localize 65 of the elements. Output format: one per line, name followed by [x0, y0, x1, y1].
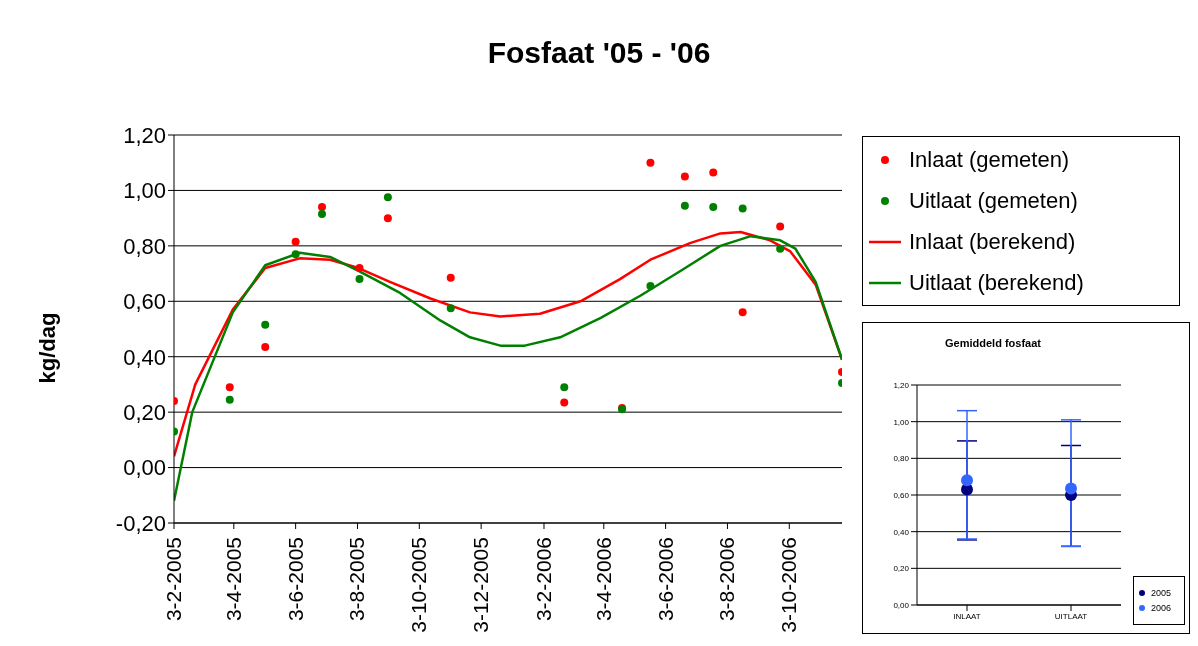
point	[355, 264, 364, 273]
point	[383, 214, 392, 223]
x-tick-label: 3-4-2006	[591, 537, 615, 622]
x-tick-label: 3-12-2005	[469, 537, 493, 633]
point	[776, 244, 785, 253]
x-tick-label: 3-10-2006	[777, 537, 801, 633]
x-tick-label: 3-4-2005	[221, 537, 245, 622]
point	[776, 222, 785, 231]
x-tick-label: 3-8-2005	[345, 537, 369, 622]
x-tick-label: INLAAT	[953, 611, 981, 621]
y-tick-label: 1,00	[123, 178, 166, 204]
legend-label: Inlaat (gemeten)	[909, 146, 1070, 173]
point	[446, 304, 455, 313]
point	[738, 308, 747, 317]
x-tick-label: UITLAAT	[1054, 611, 1088, 621]
y-tick-label: 1,20	[893, 380, 910, 390]
point	[560, 383, 569, 392]
y-tick-label: 0,80	[123, 233, 166, 259]
point	[383, 193, 392, 202]
point	[317, 203, 326, 212]
point	[738, 204, 747, 213]
x-tick-label: 3-2-2005	[162, 537, 185, 622]
point	[261, 343, 270, 352]
chart-title: Gemiddeld fosfaat	[944, 337, 1042, 349]
point	[261, 320, 270, 329]
y-tick-label: 1,20	[123, 122, 166, 148]
legend-label: 2005	[1151, 588, 1172, 598]
y-tick-label: 0,20	[893, 564, 910, 574]
point	[961, 474, 973, 487]
y-tick-label: 0,20	[123, 399, 166, 425]
legend-label: Inlaat (berekend)	[909, 228, 1076, 255]
x-tick-label: 3-6-2005	[283, 537, 307, 622]
x-tick-label: 3-8-2006	[715, 537, 739, 622]
y-tick-label: 0,60	[893, 490, 910, 500]
point	[446, 273, 455, 282]
point	[646, 282, 655, 291]
chart-title: Fosfaat '05 - '06	[486, 36, 712, 70]
point	[291, 250, 300, 259]
legend-label: Uitlaat (berekend)	[909, 269, 1084, 296]
x-tick-label: 3-10-2005	[407, 537, 431, 633]
point	[317, 209, 326, 218]
x-tick-label: 3-2-2006	[531, 537, 555, 622]
legend-label: Uitlaat (gemeten)	[909, 187, 1078, 214]
point	[680, 172, 689, 181]
point	[709, 203, 718, 212]
y-axis-title: kg/dag	[35, 312, 61, 384]
point	[225, 383, 234, 392]
y-tick-label: 0,40	[893, 527, 910, 537]
y-tick-label: 0,80	[893, 454, 910, 464]
legend-label: 2006	[1151, 603, 1172, 613]
x-tick-label: 3-6-2006	[653, 537, 677, 622]
point	[709, 168, 718, 177]
point	[355, 275, 364, 284]
y-tick-label: 0,00	[893, 600, 910, 610]
y-tick-label: 0,40	[123, 344, 166, 370]
y-tick-label: -0,20	[115, 510, 166, 536]
y-tick-label: 0,00	[123, 455, 166, 481]
point	[225, 395, 234, 404]
point	[560, 398, 569, 407]
point	[291, 237, 300, 246]
y-tick-label: 0,60	[123, 289, 166, 315]
point	[1065, 482, 1077, 495]
point	[680, 201, 689, 210]
y-tick-label: 1,00	[893, 417, 910, 427]
point	[646, 158, 655, 167]
